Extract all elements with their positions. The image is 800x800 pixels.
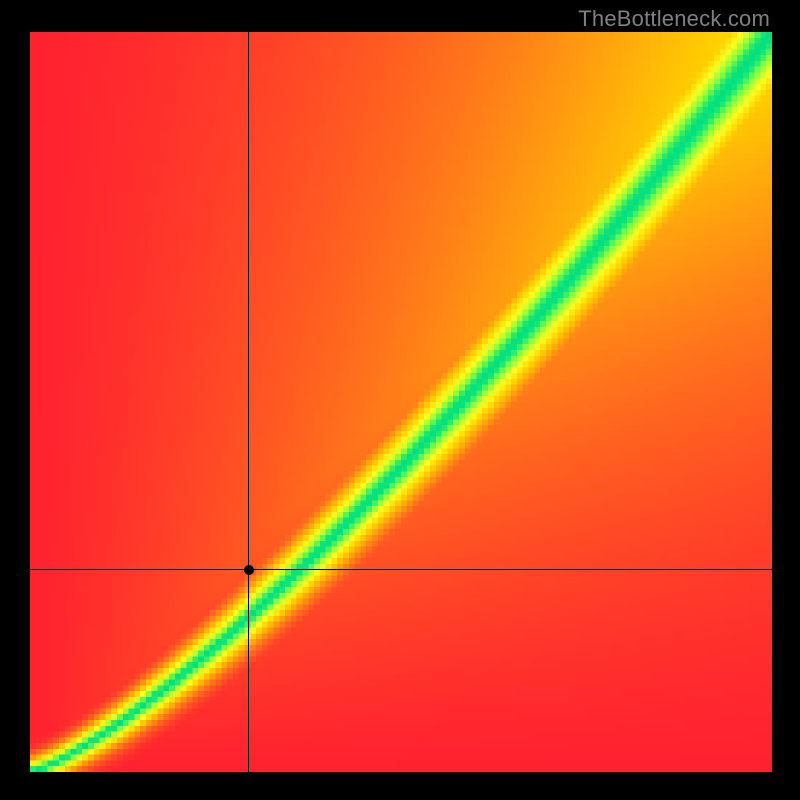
watermark-text: TheBottleneck.com — [578, 6, 770, 32]
heatmap-plot — [30, 32, 772, 772]
crosshair-vertical — [248, 32, 249, 772]
crosshair-horizontal — [30, 569, 772, 570]
chart-container: TheBottleneck.com — [0, 0, 800, 800]
heatmap-canvas — [30, 32, 772, 772]
data-point-marker — [244, 565, 254, 575]
